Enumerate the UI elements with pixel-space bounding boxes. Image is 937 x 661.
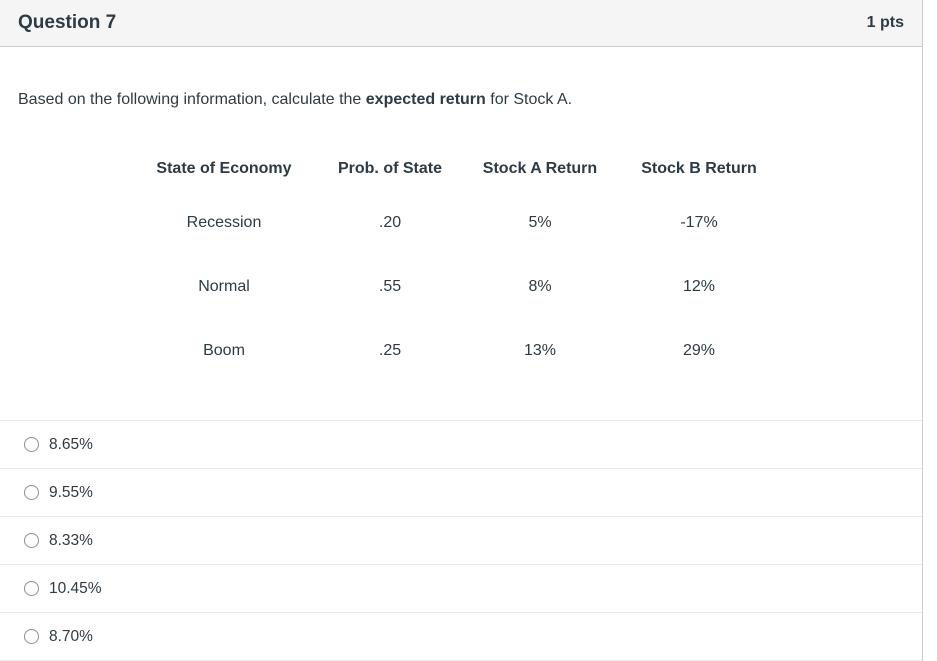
- question-title: Question 7: [18, 12, 117, 33]
- table-row: Recession .20 5% -17%: [120, 191, 770, 255]
- table-cell-state: Boom: [203, 342, 245, 359]
- table-cell-stock-b-return: 29%: [682, 342, 716, 359]
- table-header-cell: State of Economy: [156, 160, 292, 177]
- question-text-emphasis: expected return: [365, 91, 486, 108]
- table-cell-stock-a-return: 5%: [528, 214, 552, 231]
- table-header-cell: Prob. of State: [337, 160, 442, 177]
- radio-button-icon[interactable]: [24, 533, 39, 548]
- table-cell-probability: .20: [378, 214, 402, 231]
- table-row: Normal .55 8% 12%: [120, 255, 770, 319]
- answer-option-label: 9.55%: [49, 483, 93, 501]
- answer-option-row[interactable]: 8.33%: [0, 517, 922, 565]
- table-header-cell: Stock A Return: [482, 160, 598, 177]
- answer-option-label: 10.45%: [49, 579, 102, 597]
- answer-options-list: 8.65% 9.55% 8.33% 10.45% 8.70%: [0, 420, 922, 661]
- table-header-cell: Stock B Return: [641, 160, 757, 177]
- table-cell-stock-b-return: -17%: [680, 214, 718, 231]
- answer-option-row[interactable]: 10.45%: [0, 565, 922, 613]
- economy-table: State of Economy Prob. of State Stock A Re…: [120, 147, 770, 383]
- radio-button-icon[interactable]: [24, 629, 39, 644]
- answer-option-label: 8.33%: [49, 531, 93, 549]
- question-text: Based on the following information, calc…: [18, 89, 904, 111]
- question-header: Question 7 1 pts: [0, 0, 922, 47]
- question-body: Based on the following information, calc…: [0, 89, 922, 661]
- radio-button-icon[interactable]: [24, 581, 39, 596]
- question-text-prefix: Based on the following information, calc…: [18, 91, 366, 108]
- table-cell-state: Recession: [186, 214, 262, 231]
- radio-button-icon[interactable]: [24, 437, 39, 452]
- table-row: Boom .25 13% 29%: [120, 319, 770, 383]
- table-cell-state: Normal: [198, 278, 250, 295]
- answer-option-label: 8.70%: [49, 627, 93, 645]
- table-cell-probability: .55: [378, 278, 402, 295]
- table-cell-stock-b-return: 12%: [682, 278, 716, 295]
- question-text-suffix: for Stock A.: [485, 91, 573, 108]
- answer-option-row[interactable]: 9.55%: [0, 469, 922, 517]
- radio-button-icon[interactable]: [24, 485, 39, 500]
- question-points-badge: 1 pts: [866, 14, 904, 31]
- answer-option-label: 8.65%: [49, 435, 93, 453]
- answer-option-row[interactable]: 8.70%: [0, 613, 922, 661]
- table-cell-stock-a-return: 8%: [528, 278, 552, 295]
- table-cell-stock-a-return: 13%: [523, 342, 557, 359]
- table-header-row: State of Economy Prob. of State Stock A Re…: [120, 147, 770, 191]
- answer-option-row[interactable]: 8.65%: [0, 421, 922, 469]
- table-cell-probability: .25: [378, 342, 402, 359]
